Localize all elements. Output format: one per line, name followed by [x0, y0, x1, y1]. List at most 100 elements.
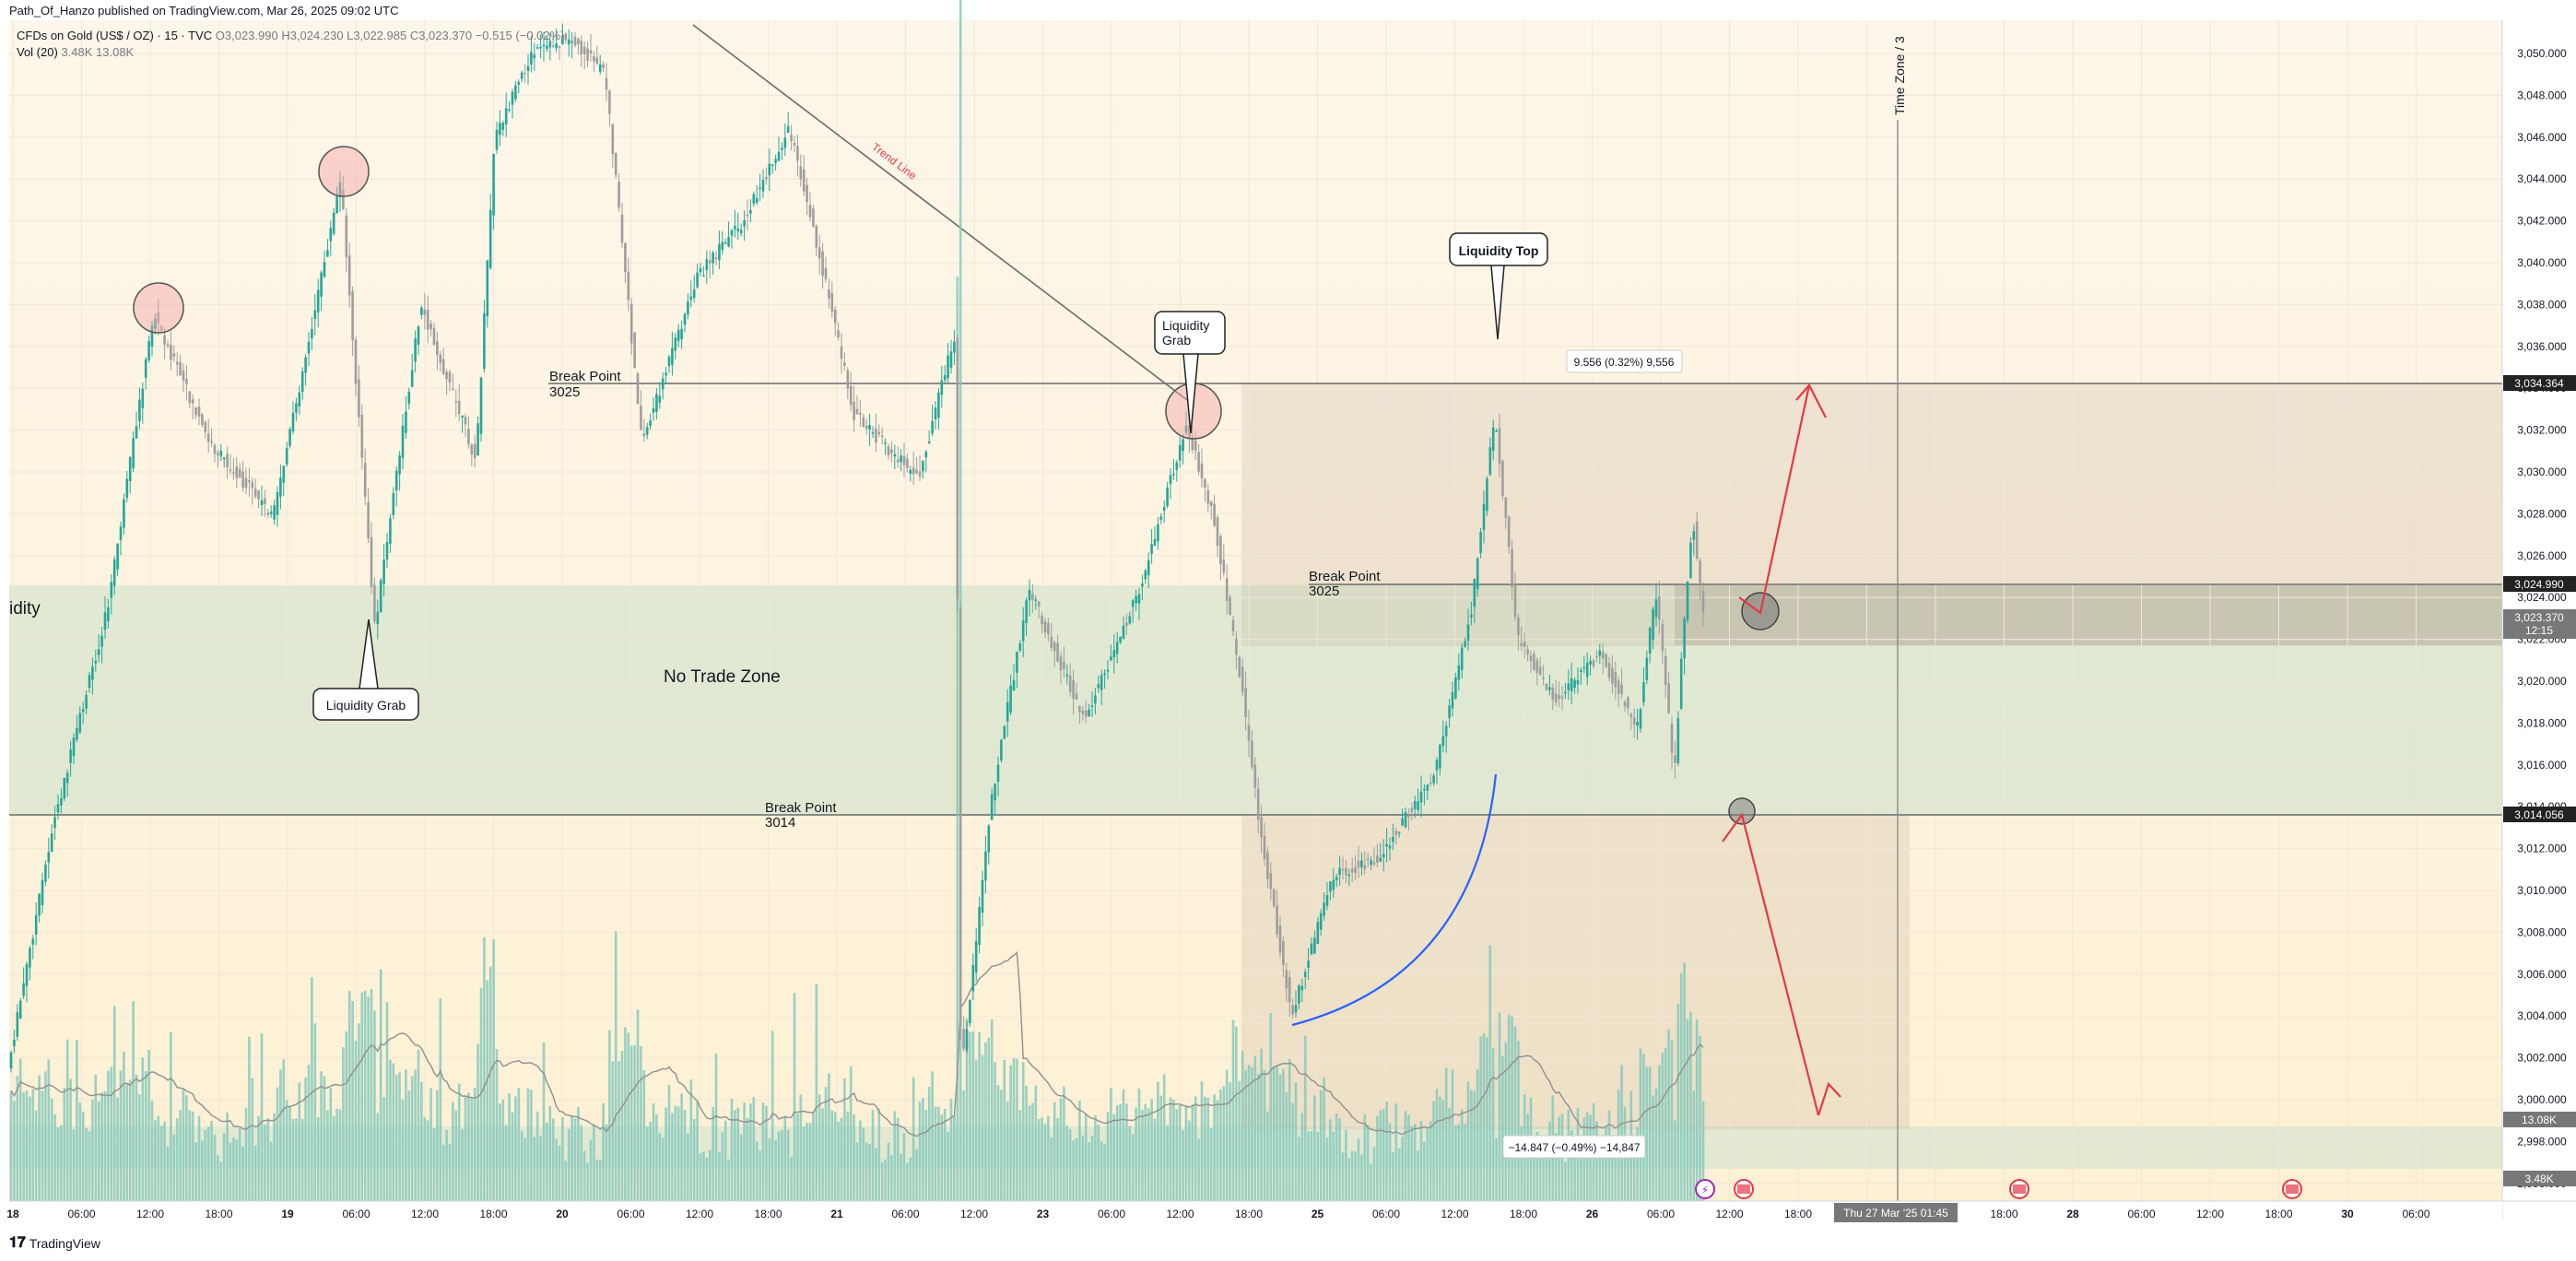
- candle-body: [1548, 687, 1551, 690]
- arrow-down-path[interactable]: [1722, 812, 1820, 1116]
- candle-body: [1282, 941, 1285, 965]
- volume-bar: [1360, 1154, 1363, 1201]
- measure-label-up[interactable]: [1566, 349, 1683, 373]
- candle-body: [749, 210, 752, 214]
- candle-body: [360, 414, 364, 458]
- candle-body: [614, 152, 618, 175]
- candle-body: [154, 318, 157, 329]
- candle-body: [859, 413, 862, 415]
- candle-body: [1059, 656, 1063, 671]
- candle-body: [1006, 701, 1009, 722]
- volume-bar: [135, 1074, 138, 1201]
- volume-bar: [1661, 1052, 1664, 1201]
- price-tick-label: 2,998.000: [2517, 1135, 2567, 1148]
- volume-bar: [1699, 1035, 1701, 1201]
- event-icons[interactable]: ⚡: [1695, 1179, 2302, 1199]
- candle-body: [598, 64, 602, 72]
- candle-body: [219, 451, 223, 456]
- candle-body: [611, 124, 615, 154]
- volume-bar: [567, 1128, 570, 1201]
- candle-body: [253, 489, 257, 497]
- candle-body: [110, 582, 113, 598]
- candle-body: [210, 441, 213, 443]
- volume-bar: [1006, 1101, 1009, 1201]
- volume-bar: [671, 1113, 674, 1201]
- volume-bar: [1110, 1088, 1112, 1201]
- volume-bar: [1392, 1152, 1394, 1201]
- callout-liquidity-grab-left[interactable]: [312, 688, 419, 721]
- volume-moving-average: [10, 950, 1704, 1137]
- volume-bar: [1535, 1131, 1539, 1201]
- volume-bar: [611, 1061, 615, 1201]
- time-scale[interactable]: [9, 1201, 2502, 1223]
- callout-liquidity-grab-left-text: Liquidity Grab: [326, 698, 406, 713]
- candle-body: [191, 399, 194, 404]
- symbol-legend[interactable]: CFDs on Gold (US$ / OZ) · 15 · TVC O3,02…: [17, 29, 565, 42]
- liquidity-circle-1[interactable]: [133, 282, 184, 334]
- candle-body: [300, 371, 304, 393]
- candle-body: [338, 182, 342, 197]
- callout-liquidity-grab-mid[interactable]: [1154, 311, 1226, 355]
- candle-body: [1667, 683, 1670, 713]
- time-tick-label: 26: [1586, 1208, 1599, 1220]
- volume-bar: [1533, 1153, 1535, 1201]
- candle-body: [1676, 718, 1680, 763]
- volume-bar: [1513, 1026, 1517, 1201]
- tradingview-footer[interactable]: 𝟏𝟕 TradingView: [9, 1235, 100, 1252]
- arrow-up-path[interactable]: [1738, 384, 1811, 615]
- candle-body: [1159, 516, 1163, 520]
- candle-body: [1256, 788, 1260, 820]
- candle-body: [1094, 695, 1097, 703]
- volume-bar: [849, 1066, 853, 1201]
- volume-bar: [1413, 1124, 1417, 1201]
- volume-bar: [770, 1031, 774, 1201]
- candle-body: [441, 359, 445, 374]
- candle-body: [285, 448, 288, 465]
- price-tick-label: 3,026.000: [2517, 549, 2567, 562]
- candle-body: [984, 851, 987, 881]
- candle-body: [746, 214, 749, 217]
- rounding-curve[interactable]: [1291, 773, 1498, 1027]
- volume-bar: [241, 1146, 244, 1201]
- volume-bar: [723, 1120, 727, 1201]
- liquidity-circle-2[interactable]: [318, 146, 370, 197]
- candle-body: [865, 425, 868, 430]
- candle-body: [1253, 764, 1257, 788]
- time-tick-label: 12:00: [1166, 1208, 1194, 1220]
- candle-body: [627, 271, 630, 301]
- candle-body: [1379, 857, 1382, 862]
- volume-bar: [1432, 1101, 1435, 1201]
- trend-line[interactable]: [692, 24, 1195, 407]
- volume-bar: [219, 1161, 223, 1201]
- candle-body: [642, 433, 646, 437]
- target-circle-lower[interactable]: [1728, 797, 1756, 825]
- candle-body: [100, 635, 103, 647]
- volume-bar: [285, 1100, 288, 1201]
- price-tick-label: 3,040.000: [2517, 256, 2567, 269]
- break-point-label-3b: 3014: [765, 815, 795, 831]
- volume-bar: [1417, 1150, 1419, 1201]
- volume-bar: [56, 1127, 60, 1201]
- measure-label-down[interactable]: [1502, 1135, 1646, 1159]
- volume-bar: [1188, 1120, 1191, 1201]
- volume-bar: [1507, 1014, 1511, 1201]
- candle-body: [1319, 913, 1323, 930]
- candle-body: [1338, 867, 1341, 875]
- volume-bar: [1009, 1065, 1012, 1201]
- volume-bar: [1632, 1137, 1636, 1201]
- candle-body: [1332, 879, 1335, 890]
- flash-event-icon[interactable]: [1695, 1179, 1715, 1199]
- candle-body: [815, 226, 818, 248]
- callout-liquidity-top[interactable]: [1449, 232, 1548, 266]
- volume-bar: [614, 931, 618, 1201]
- candle-body: [1580, 669, 1582, 672]
- volume-bar: [276, 1087, 279, 1201]
- candle-body: [821, 251, 824, 277]
- volume-legend[interactable]: Vol (20) 3.48K 13.08K: [17, 45, 134, 59]
- candle-body: [461, 415, 464, 418]
- candle-body: [786, 125, 790, 133]
- candle-body: [392, 493, 395, 515]
- partial-zone-label: idity: [9, 599, 41, 619]
- volume-bar: [1636, 1127, 1639, 1201]
